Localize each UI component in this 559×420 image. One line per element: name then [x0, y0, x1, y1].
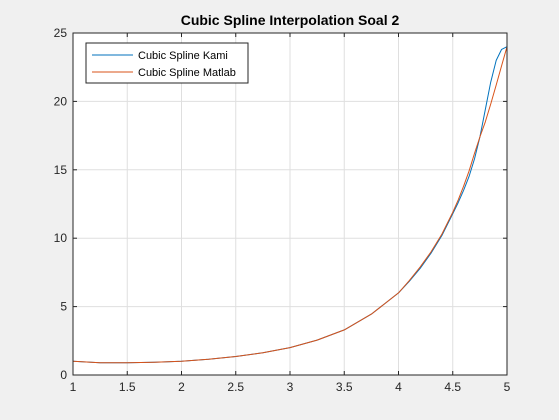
- x-tick-label: 3: [287, 380, 294, 394]
- legend-label-cubic-spline-kami: Cubic Spline Kami: [138, 50, 228, 62]
- series-line-cubic-spline-matlab: [72, 46, 508, 364]
- y-tick-label: 25: [54, 26, 68, 40]
- x-tick-label: 1: [70, 380, 77, 394]
- x-tick-label: 4: [395, 380, 402, 394]
- legend-box: [85, 42, 249, 84]
- y-tick-label: 10: [54, 231, 68, 245]
- legend: Cubic Spline Kami Cubic Spline Matlab: [85, 42, 249, 84]
- x-tick-label: 4.5: [444, 380, 461, 394]
- y-tick-label: 20: [54, 94, 68, 108]
- ticks: 1 1.5 2 2.5 3 3.5 4 4.5 5 0 5 10 15 20 25: [54, 26, 511, 394]
- x-tick-label: 2: [178, 380, 185, 394]
- y-tick-label: 5: [60, 300, 67, 314]
- x-tick-label: 5: [504, 380, 511, 394]
- y-tick-label: 15: [54, 163, 68, 177]
- x-tick-label: 2.5: [227, 380, 244, 394]
- grid: [72, 32, 508, 376]
- x-tick-label: 1.5: [119, 380, 136, 394]
- y-tick-label: 0: [60, 368, 67, 382]
- x-tick-label: 3.5: [336, 380, 353, 394]
- legend-label-cubic-spline-matlab: Cubic Spline Matlab: [138, 67, 236, 79]
- chart-title: Cubic Spline Interpolation Soal 2: [181, 12, 400, 28]
- plot-lines: [72, 46, 508, 364]
